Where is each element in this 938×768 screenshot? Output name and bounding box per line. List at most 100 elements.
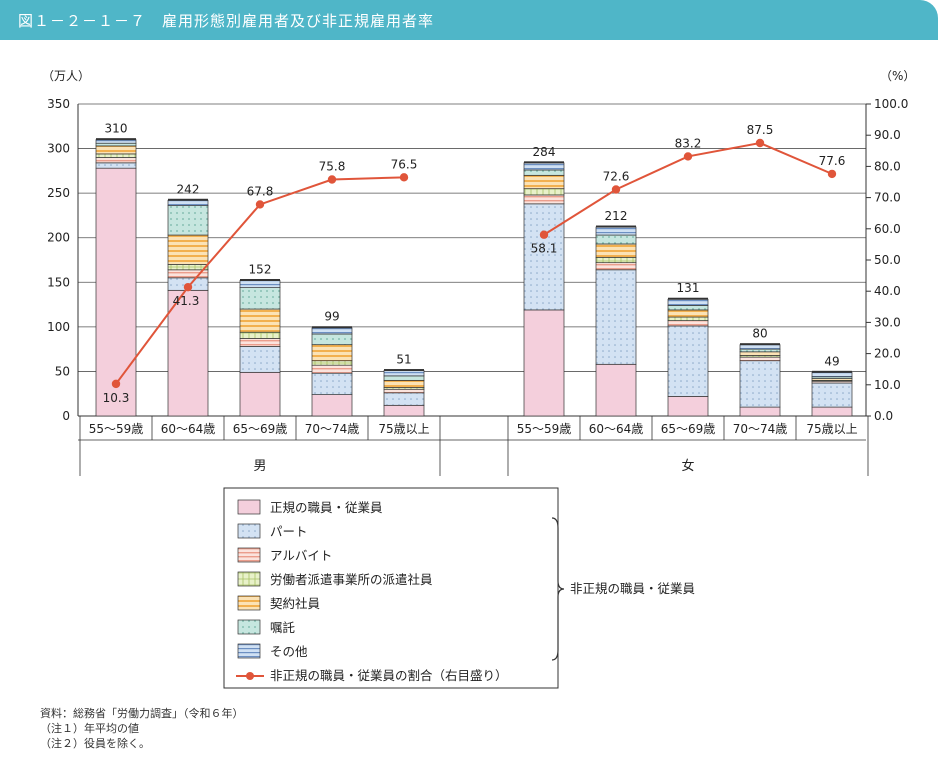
bar-segment-part [311, 372, 353, 395]
category-label: 60～64歳 [161, 422, 216, 436]
bar-segment-part [523, 203, 565, 311]
bar-segment-other [167, 199, 209, 206]
bar-segment-other [383, 370, 425, 377]
bar-segment-keiyaku [523, 174, 565, 190]
y-right-tick-label: 50.0 [874, 253, 901, 267]
rate-label: 67.8 [247, 184, 274, 198]
bar-top-cap [240, 279, 280, 282]
legend-swatch-regular [237, 499, 261, 515]
category-label: 60～64歳 [589, 422, 644, 436]
rate-point [755, 138, 765, 148]
line-layer: 10.3 41.3 67.8 75.8 76.5 58.1 72.6 83.2 87.5 77.6 [103, 123, 846, 405]
y-left-tick-label: 250 [47, 186, 70, 200]
bar-total-label: 51 [396, 353, 411, 367]
bar-segment-arubaito [311, 364, 353, 374]
bar-segment-haken [595, 256, 637, 264]
legend-layer: 正規の職員・従業員パートアルバイト労働者派遣事業所の派遣社員契約社員嘱託その他非… [223, 487, 696, 689]
bar-segment-haken [95, 153, 137, 158]
y-right-tick-label: 20.0 [874, 347, 901, 361]
legend-swatch-haken [237, 571, 261, 587]
bar-segment-other [239, 280, 281, 288]
stacked-bar-line-chart: 0 50 100 150 200 250 300 350 0.0 10.0 20.0 30.0 40.0… [42, 69, 915, 689]
y-left-tick-label: 0 [62, 409, 70, 423]
bar-segment-regular [595, 363, 637, 417]
bar-segment-part [239, 346, 281, 373]
legend-label: アルバイト [270, 548, 332, 563]
bar-segment-regular [739, 406, 781, 417]
bar-total-label: 152 [249, 263, 272, 277]
bar-segment-other [739, 344, 781, 350]
bar-segment-keiyaku [239, 308, 281, 333]
y-right-tick-label: 40.0 [874, 284, 901, 298]
bar-top-cap [384, 369, 424, 372]
bar-segment-part [95, 162, 137, 169]
bar-segment-shokutaku [595, 234, 637, 245]
bar-segment-other [95, 139, 137, 144]
bar-top-cap [168, 198, 208, 201]
legend-label: 正規の職員・従業員 [270, 500, 383, 515]
bar-top-cap [312, 326, 352, 329]
bar-segment-regular [383, 404, 425, 417]
y-left-tick-label: 150 [47, 275, 70, 289]
bar-segment-arubaito [523, 194, 565, 205]
bar-segment-shokutaku [311, 333, 353, 346]
notes: 資料：総務省「労働力調査」（令和６年） （注１）年平均の値 （注２）役員を除く。 [40, 706, 244, 751]
legend-label: その他 [270, 644, 308, 659]
rate-point [183, 282, 193, 292]
bar-segment-part [667, 325, 709, 397]
rate-label: 77.6 [819, 154, 846, 168]
bar-segment-keiyaku [739, 351, 781, 356]
category-label: 55～59歳 [89, 422, 144, 436]
legend-brace [551, 517, 565, 661]
category-label: 70～74歳 [305, 422, 360, 436]
rate-point [683, 152, 693, 161]
bar-total-label: 80 [752, 327, 767, 341]
bar-segment-part [383, 392, 425, 406]
bar-segment-arubaito [239, 338, 281, 347]
bar-segment-regular [167, 289, 209, 417]
rate-label: 87.5 [747, 123, 774, 137]
bar-segment-haken [667, 316, 709, 321]
rate-point [539, 230, 549, 239]
figure-title: 図１－２－１－７ 雇用形態別雇用者及び非正規雇用者率 [18, 11, 435, 30]
bar-segment-keiyaku [667, 309, 709, 318]
rate-label: 76.5 [391, 157, 418, 171]
bar-segment-keiyaku [167, 234, 209, 265]
bar-top-cap [96, 138, 136, 141]
bar-top-cap [812, 370, 852, 373]
bar-segment-shokutaku [239, 287, 281, 310]
y-left-tick-label: 50 [55, 364, 70, 378]
y-right-unit: （%） [880, 69, 915, 83]
bar-segment-arubaito [667, 320, 709, 327]
bar-top-cap [596, 225, 636, 228]
bar-segment-haken [167, 264, 209, 271]
bar-segment-haken [239, 331, 281, 339]
bar-segment-shokutaku [95, 142, 137, 147]
bar-top-cap [740, 343, 780, 346]
bar-segment-arubaito [383, 388, 425, 394]
figure-header: 図１－２－１－７ 雇用形態別雇用者及び非正規雇用者率 [0, 0, 938, 40]
bar-segment-part [739, 360, 781, 408]
category-label: 65～69歳 [661, 422, 716, 436]
bar-segment-regular [667, 396, 709, 417]
bar-segment-shokutaku [523, 169, 565, 176]
y-right-tick-label: 90.0 [874, 128, 901, 142]
y-right-tick-label: 0.0 [874, 409, 893, 423]
y-right-tick-label: 60.0 [874, 222, 901, 236]
bar-segment-arubaito [595, 262, 637, 271]
bar-total-label: 284 [533, 145, 556, 159]
bar-segment-part [811, 382, 853, 408]
legend-label: 労働者派遣事業所の派遣社員 [270, 572, 433, 587]
legend-label: 契約社員 [270, 596, 321, 611]
bar-total-label: 131 [677, 281, 700, 295]
bar-segment-part [595, 269, 637, 365]
rate-label: 72.6 [603, 169, 630, 183]
bar-segment-shokutaku [739, 348, 781, 353]
bar-segment-other [311, 327, 353, 335]
rate-point [611, 185, 621, 194]
bar-segment-haken [311, 360, 353, 366]
bar-total-label: 212 [605, 209, 628, 223]
bar-segment-other [595, 226, 637, 236]
y-right-tick-label: 30.0 [874, 315, 901, 329]
legend-label: 嘱託 [270, 620, 296, 635]
